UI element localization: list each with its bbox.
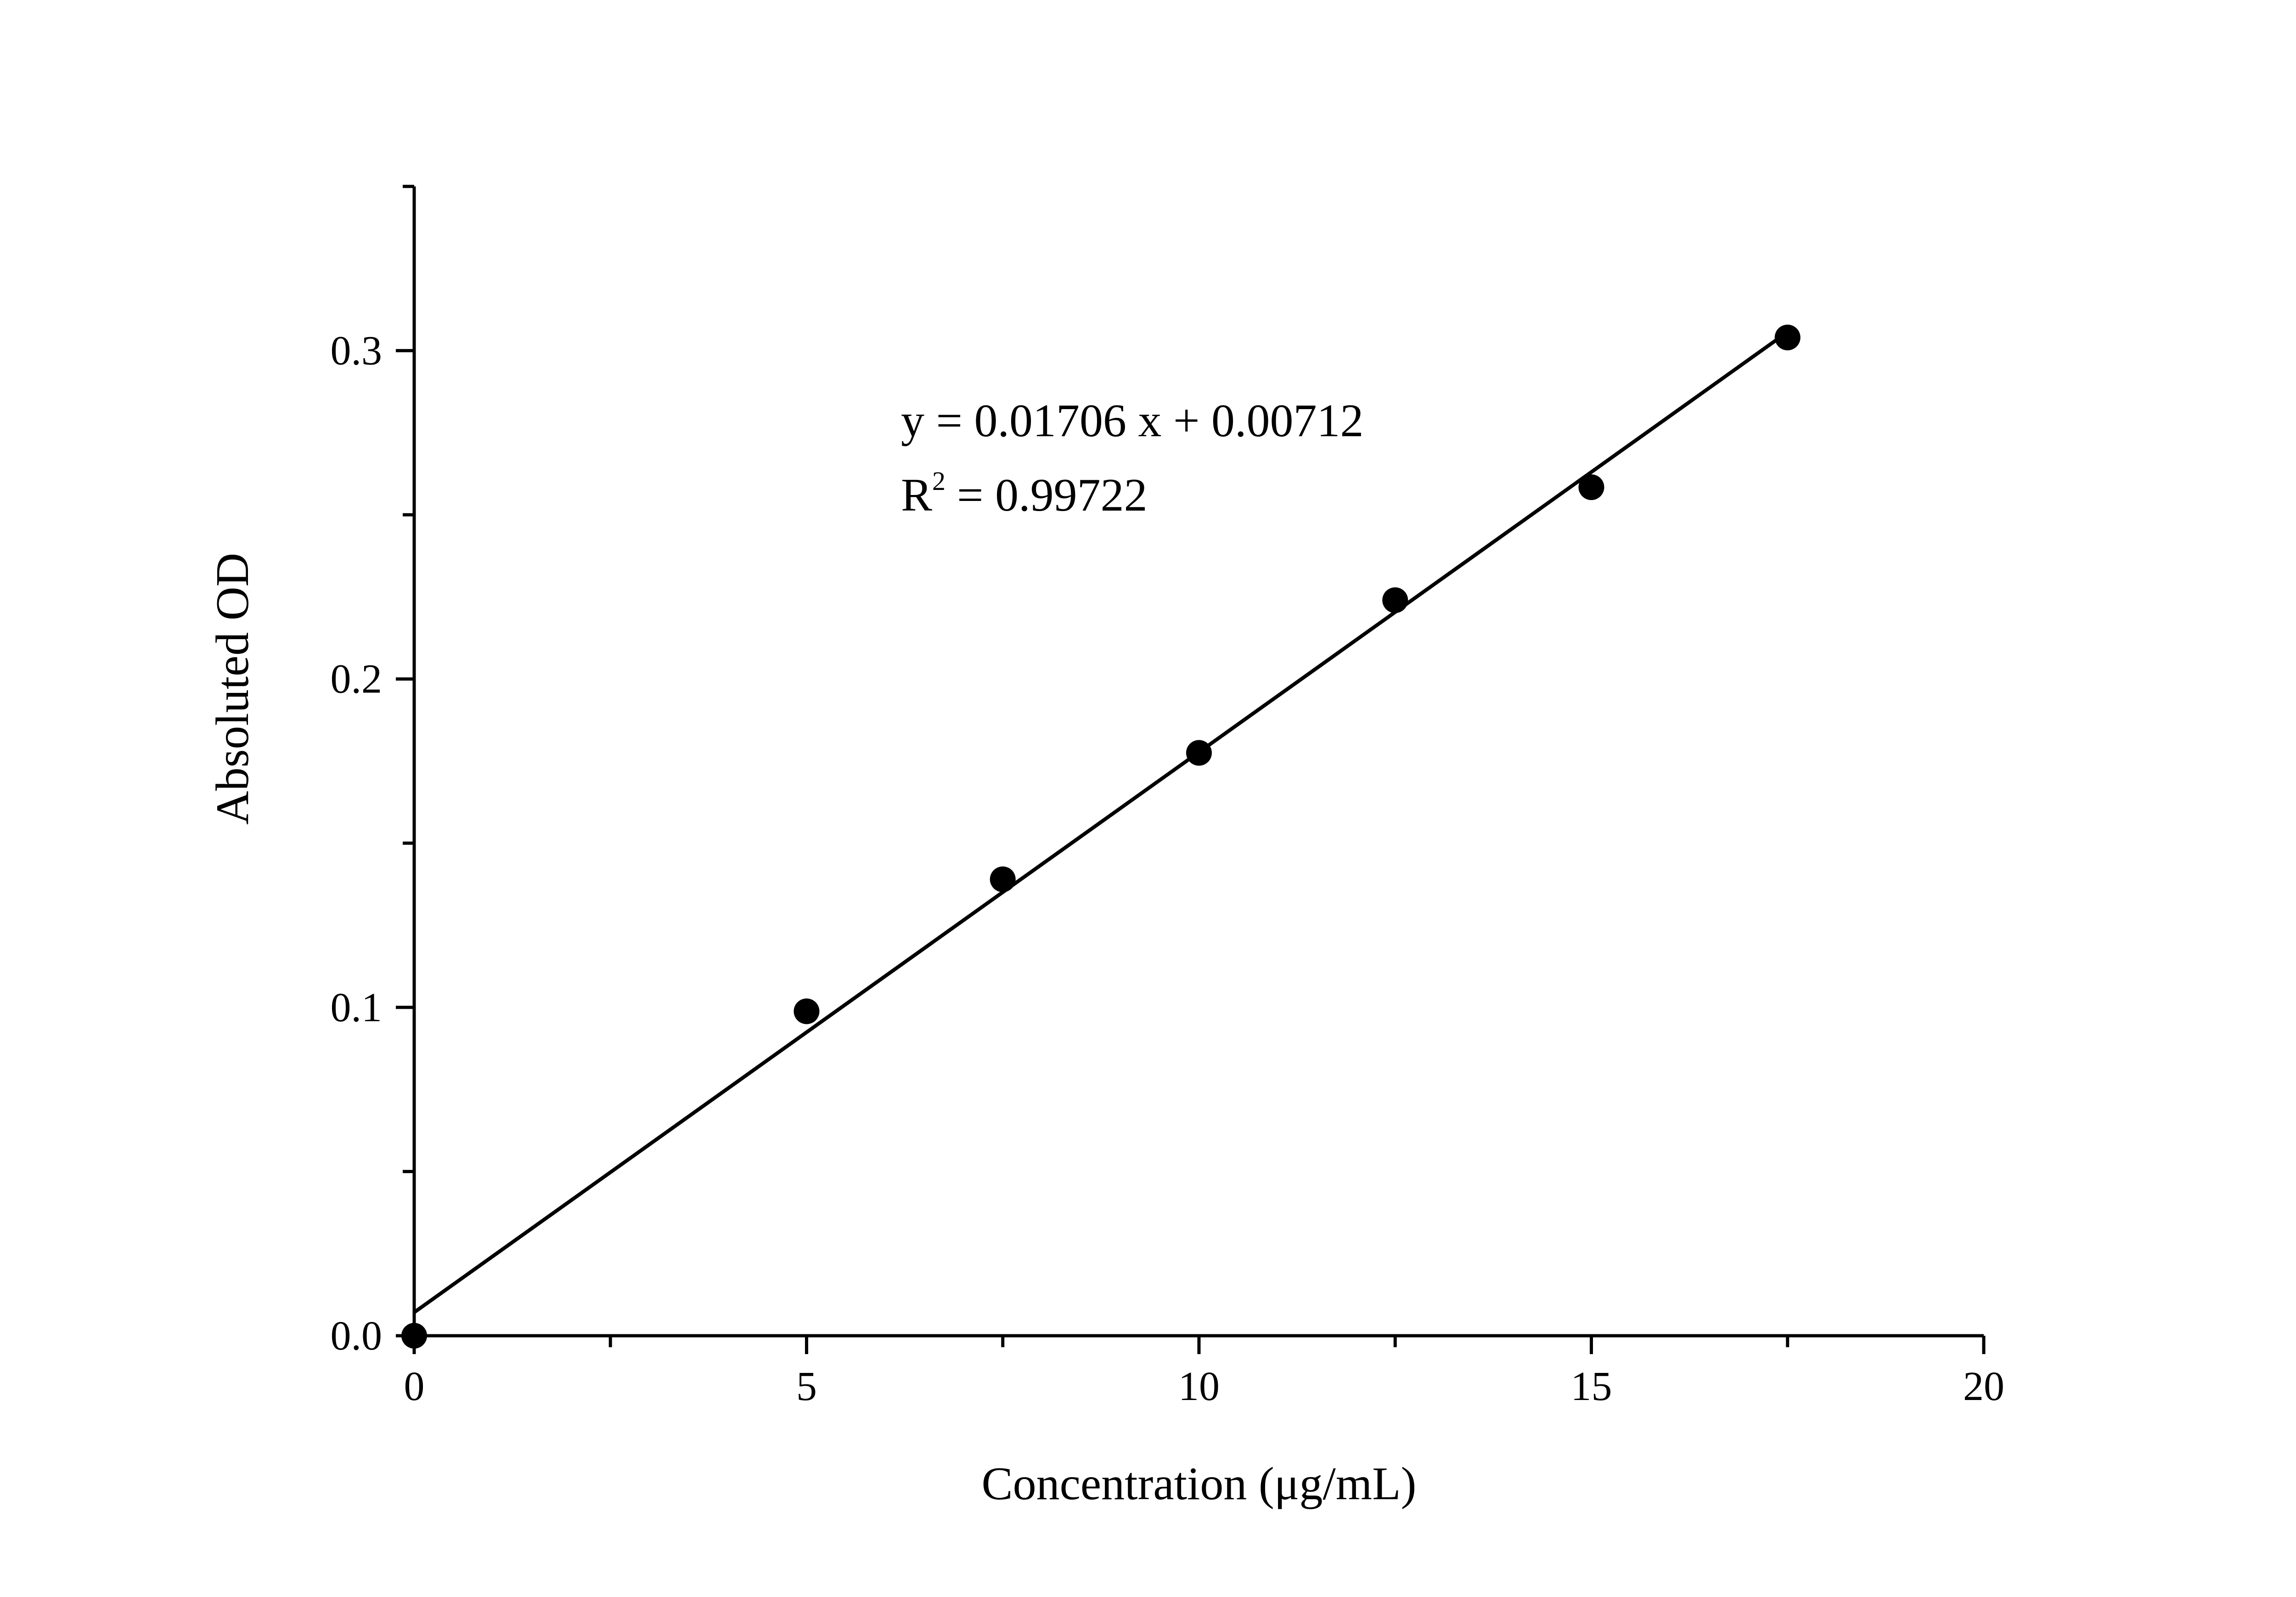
fit-line bbox=[413, 330, 1789, 1314]
data-point bbox=[990, 866, 1016, 892]
data-point bbox=[1186, 740, 1212, 766]
r-value: = 0.99722 bbox=[957, 469, 1148, 521]
x-tick-label: 5 bbox=[796, 1364, 817, 1409]
r-squared: R2 = 0.99722 bbox=[901, 466, 1148, 521]
y-tick-label: 0.2 bbox=[331, 657, 383, 702]
y-axis-title: Absoluted OD bbox=[207, 553, 259, 825]
r-exponent: 2 bbox=[932, 466, 945, 496]
x-axis-title: Concentration (μg/mL) bbox=[982, 1458, 1417, 1510]
x-tick-label: 15 bbox=[1571, 1364, 1612, 1409]
y-tick-label: 0.1 bbox=[331, 985, 383, 1030]
x-tick-label: 0 bbox=[404, 1364, 425, 1409]
x-tick-label: 10 bbox=[1178, 1364, 1220, 1409]
equation: y = 0.01706 x + 0.00712 bbox=[901, 395, 1364, 447]
data-point bbox=[793, 998, 820, 1024]
data-point bbox=[1774, 324, 1801, 350]
data-point bbox=[1382, 587, 1408, 613]
y-tick-label: 0.0 bbox=[331, 1313, 383, 1359]
r-symbol: R bbox=[901, 469, 932, 521]
y-tick-label: 0.3 bbox=[331, 328, 383, 374]
data-point bbox=[401, 1323, 427, 1349]
x-tick-label: 20 bbox=[1963, 1364, 2004, 1409]
data-point bbox=[1578, 474, 1604, 500]
